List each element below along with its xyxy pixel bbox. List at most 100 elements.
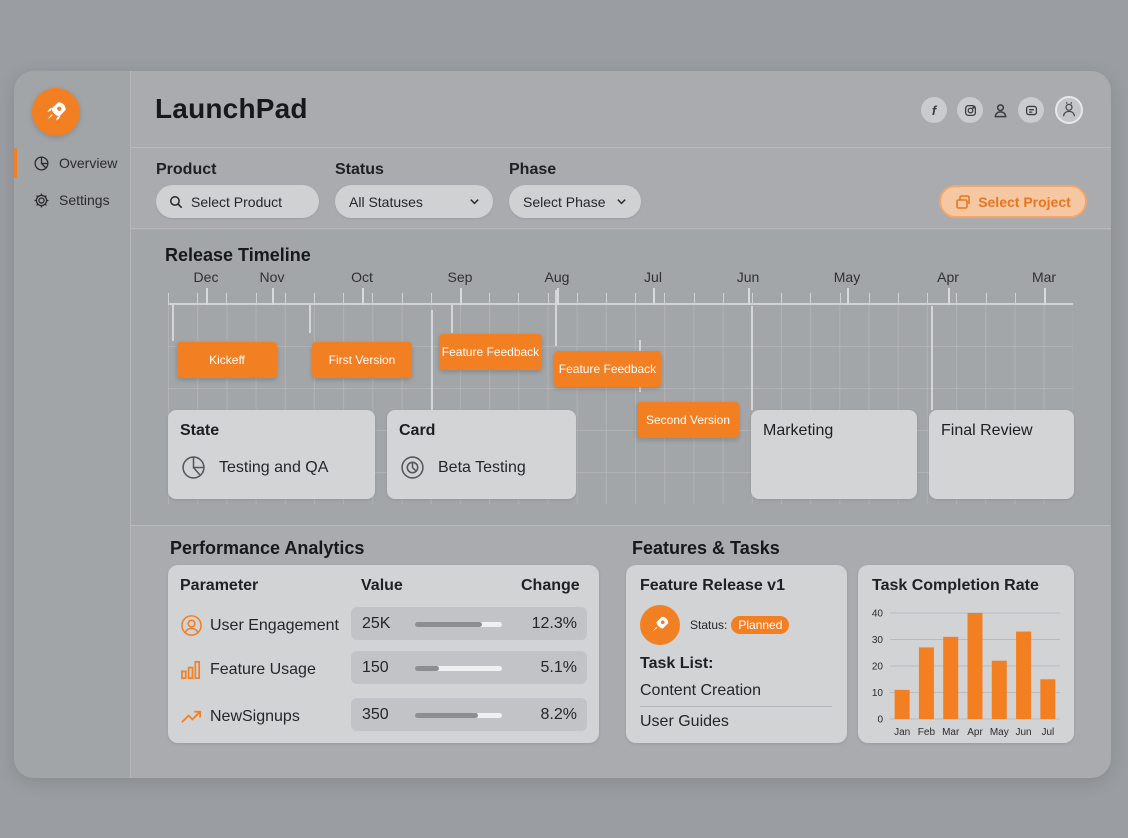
bar-may[interactable]: [991, 660, 1007, 719]
metric-value-box: 25K 12.3%: [351, 607, 587, 640]
bar-chart-icon: [180, 658, 203, 681]
timeline-tick: [723, 293, 724, 305]
task-list-label: Task List:: [640, 655, 714, 672]
release-timeline: Release Timeline Dec Nov Oct Sep Aug Jul…: [131, 230, 1111, 526]
progress-fill: [415, 713, 478, 718]
month-label: Apr: [937, 269, 959, 285]
timeline-major-tick: [206, 288, 208, 305]
rocket-logo-icon[interactable]: [32, 88, 80, 136]
metric-row[interactable]: NewSignups 350 8.2%: [180, 698, 587, 731]
analytics-title: Performance Analytics: [170, 538, 365, 558]
analytics-panel: Parameter Value Change User Engagement 2…: [168, 565, 599, 743]
product-search-input[interactable]: Select Product: [156, 185, 319, 218]
search-icon: [169, 195, 183, 209]
timeline-major-tick: [847, 288, 849, 305]
column-header: Change: [521, 577, 580, 594]
task-completion-card: Task Completion Rate 0 10 20 30 40 Jan Feb Mar A…: [858, 565, 1074, 743]
task-divider: [640, 706, 832, 707]
status-select[interactable]: All Statuses: [335, 185, 493, 218]
bar-feb[interactable]: [918, 647, 934, 719]
metric-row[interactable]: User Engagement 25K 12.3%: [180, 607, 587, 640]
timeline-card-state[interactable]: State Testing and QA: [168, 410, 375, 499]
task-completion-chart: 0 10 20 30 40 Jan Feb Mar Apr May Jun Jul: [872, 609, 1060, 738]
timeline-tick: [840, 293, 841, 305]
milestone-kickoff[interactable]: Kickeff: [177, 342, 277, 378]
x-tick-label: May: [990, 727, 1009, 738]
bar-mar[interactable]: [943, 636, 959, 719]
metric-name: NewSignups: [180, 705, 300, 728]
metric-change: 8.2%: [540, 706, 577, 723]
milestone-second-version[interactable]: Second Version: [637, 402, 739, 438]
metric-label: NewSignups: [210, 707, 300, 725]
select-project-label: Select Project: [978, 193, 1071, 210]
card-connector: [931, 306, 933, 410]
timeline-tick: [402, 293, 403, 305]
message-icon[interactable]: [1018, 97, 1044, 123]
bar-jul[interactable]: [1040, 679, 1056, 719]
main-content: LaunchPad f Product Status Phase: [131, 71, 1111, 778]
facebook-glyph: f: [931, 102, 937, 118]
x-tick-label: Jun: [1016, 727, 1032, 738]
x-tick-label: Apr: [967, 727, 983, 738]
task-item[interactable]: User Guides: [640, 713, 729, 730]
card-title: Card: [399, 422, 436, 439]
progress-track: [415, 666, 502, 671]
metric-value: 150: [362, 659, 389, 676]
timeline-card-marketing[interactable]: Marketing: [751, 410, 917, 499]
sidebar-item-settings[interactable]: Settings: [14, 185, 131, 215]
timeline-tick: [635, 293, 636, 305]
task-item[interactable]: Content Creation: [640, 682, 761, 699]
timeline-tick: [956, 293, 957, 305]
bar-jun[interactable]: [1016, 631, 1032, 719]
timeline-card-final-review[interactable]: Final Review: [929, 410, 1074, 499]
card-value: Beta Testing: [438, 458, 526, 476]
metric-change: 12.3%: [531, 615, 577, 632]
timeline-axis: [168, 303, 1073, 305]
status-label: Status: [335, 161, 384, 178]
instagram-icon[interactable]: [957, 97, 983, 123]
sidebar-item-overview[interactable]: Overview: [14, 148, 131, 178]
bar-jan[interactable]: [894, 689, 910, 719]
y-tick-label: 10: [872, 688, 884, 699]
timeline-tick: [810, 293, 811, 305]
month-label: Jun: [736, 269, 760, 285]
milestone-connector: [309, 305, 311, 333]
gear-icon: [33, 192, 50, 209]
progress-track: [415, 622, 502, 627]
status-badge: Planned: [731, 616, 790, 634]
card-title: Marketing: [763, 422, 834, 439]
timeline-card-card[interactable]: Card Beta Testing: [387, 410, 576, 499]
rocket-icon: [640, 605, 680, 645]
metric-row[interactable]: Feature Usage 150 5.1%: [180, 651, 587, 684]
metric-name: User Engagement: [180, 614, 339, 637]
metric-label: Feature Usage: [210, 660, 316, 678]
timeline-major-tick: [557, 288, 559, 305]
timeline-major-tick: [362, 288, 364, 305]
timeline-tick: [606, 293, 607, 305]
y-tick-label: 20: [872, 662, 884, 673]
timeline-tick: [577, 293, 578, 305]
user-icon[interactable]: [987, 97, 1013, 123]
timeline-tick: [518, 293, 519, 305]
profile-avatar[interactable]: [1055, 96, 1083, 124]
feature-release-card[interactable]: Feature Release v1 Status: Planned Task …: [626, 565, 847, 743]
milestone-feature-feedback[interactable]: Feature Feedback: [439, 334, 542, 370]
milestone-first-version[interactable]: First Version: [312, 342, 412, 378]
x-tick-label: Jul: [1041, 727, 1054, 738]
milestone-feature-feedback[interactable]: Feature Feedback: [554, 351, 661, 387]
phase-select[interactable]: Select Phase: [509, 185, 641, 218]
facebook-icon[interactable]: f: [921, 97, 947, 123]
select-project-button[interactable]: Select Project: [939, 185, 1087, 218]
timeline-tick: [927, 293, 928, 305]
month-label: Nov: [259, 269, 285, 285]
x-tick-label: Feb: [918, 727, 936, 738]
timeline-tick: [256, 293, 257, 305]
timeline-tick: [197, 293, 198, 305]
bar-apr[interactable]: [967, 613, 983, 719]
timeline-major-tick: [653, 288, 655, 305]
timeline-major-tick: [272, 288, 274, 305]
y-tick-label: 40: [872, 609, 884, 620]
chevron-down-icon: [469, 196, 480, 207]
x-tick-label: Mar: [942, 727, 960, 738]
progress-track: [415, 713, 502, 718]
